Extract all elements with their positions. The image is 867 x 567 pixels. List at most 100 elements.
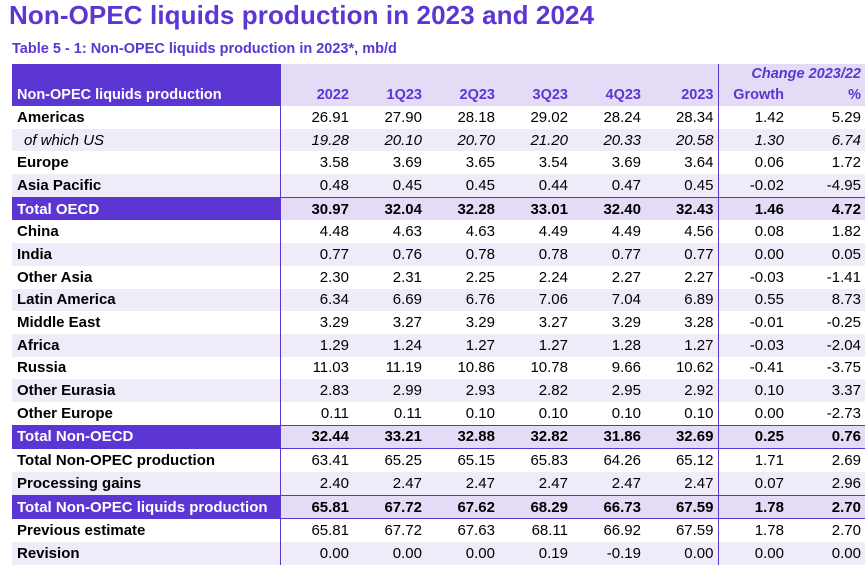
value-cell: 2.31: [392, 268, 422, 286]
value-cell: 3.27: [392, 314, 422, 332]
header-row: Non-OPEC liquids production 2022 1Q23 2Q…: [12, 84, 865, 106]
value-cell: 0.05: [788, 243, 865, 266]
value-cell: 32.40: [572, 196, 645, 221]
value-cell: 2.95: [572, 379, 645, 402]
value-cell: 65.25: [353, 448, 426, 472]
value-cell: 66.92: [572, 518, 645, 543]
value-cell: 3.29: [611, 314, 641, 332]
col-header: 2Q23: [426, 84, 499, 106]
value-cell: 66.73: [572, 494, 645, 519]
value-cell: -0.03: [718, 333, 788, 357]
table-row: Previous estimate 65.81 67.72 67.63 68.11 66.…: [12, 518, 865, 543]
value-cell: 3.58: [319, 154, 349, 172]
col-header: 3Q23: [499, 84, 572, 106]
value-cell: 0.25: [718, 424, 788, 449]
value-cell: 0.55: [718, 288, 788, 312]
row-label: Russia: [12, 356, 281, 380]
value-cell: 7.06: [499, 288, 572, 312]
value-cell: 6.76: [426, 288, 499, 312]
col-header: Growth: [718, 84, 788, 106]
value-cell: 2.47: [499, 472, 572, 496]
value-cell: 2.47: [572, 472, 645, 496]
table-row: Revision 0.00 0.00 0.00 0.19 -0.19 0.00 0.00 0.0…: [12, 542, 865, 565]
row-label: Processing gains: [12, 472, 281, 496]
value-cell: 0.08: [754, 223, 784, 241]
value-cell: 0.77: [572, 243, 645, 266]
value-cell: 3.28: [645, 311, 719, 334]
row-label: Total Non-OECD: [12, 424, 281, 449]
table-caption: Table 5 - 1: Non-OPEC liquids production…: [12, 41, 397, 57]
row-label: Other Asia: [12, 265, 281, 289]
value-cell: 3.29: [319, 314, 349, 332]
value-cell: 33.21: [353, 424, 426, 449]
value-cell: 0.00: [788, 542, 865, 565]
value-cell: 0.11: [393, 404, 422, 422]
value-cell: 67.62: [426, 494, 499, 519]
row-label: India: [12, 243, 281, 266]
value-cell: 2.47: [645, 472, 719, 496]
value-cell: 20.33: [572, 128, 645, 152]
value-cell: -0.25: [826, 314, 861, 332]
row-label: China: [12, 220, 281, 244]
header-corner: [12, 64, 281, 84]
value-cell: -0.01: [749, 314, 784, 332]
production-table: Change 2023/22 Non-OPEC liquids producti…: [12, 64, 865, 565]
row-label: Europe: [12, 151, 281, 175]
value-cell: 2.96: [788, 472, 865, 496]
total-row: Total Non-OPEC liquids production 65.81 67…: [12, 494, 865, 519]
value-cell: 6.89: [645, 288, 719, 312]
value-cell: 32.69: [645, 424, 719, 449]
value-cell: 0.10: [611, 404, 641, 422]
value-cell: 2.24: [538, 268, 568, 286]
row-label: Middle East: [12, 311, 281, 334]
value-cell: 2.27: [645, 265, 719, 289]
value-cell: 1.46: [718, 196, 788, 221]
value-cell: 0.76: [788, 424, 865, 449]
value-cell: 3.29: [465, 314, 495, 332]
value-cell: 3.69: [611, 154, 641, 172]
value-cell: 0.10: [538, 404, 568, 422]
value-cell: -0.41: [749, 359, 784, 377]
value-cell: 0.44: [499, 174, 572, 198]
total-row: Total OECD 30.97 32.04 32.28 33.01 32.40 32.43…: [12, 196, 865, 221]
value-cell: 3.37: [788, 379, 865, 402]
row-label: Total Non-OPEC production: [12, 448, 281, 472]
value-cell: 1.27: [499, 333, 572, 357]
value-cell: 2.40: [280, 472, 353, 496]
col-header: 2023: [645, 84, 719, 106]
col-header: 4Q23: [572, 84, 645, 106]
value-cell: 3.27: [538, 314, 568, 332]
value-cell: 6.34: [280, 288, 353, 312]
col-header: 1Q23: [353, 84, 426, 106]
value-cell: 2.27: [611, 268, 641, 286]
row-label: Previous estimate: [12, 518, 281, 543]
value-cell: 9.66: [611, 359, 641, 377]
total-row: Total Non-OECD 32.44 33.21 32.88 32.82 31.86 3…: [12, 424, 865, 449]
value-cell: 0.10: [718, 379, 788, 402]
value-cell: -2.04: [788, 333, 865, 357]
value-cell: 4.49: [611, 223, 641, 241]
value-cell: 1.78: [718, 494, 788, 519]
value-cell: 67.59: [645, 518, 719, 543]
table-row: Africa 1.29 1.24 1.27 1.27 1.28 1.27 -0.03 -2.04: [12, 333, 865, 357]
value-cell: 4.63: [392, 223, 422, 241]
value-cell: 1.71: [718, 448, 788, 472]
value-cell: 21.20: [499, 128, 572, 152]
value-cell: -0.02: [718, 174, 788, 198]
value-cell: 1.28: [572, 333, 645, 357]
value-cell: 3.65: [465, 154, 495, 172]
value-cell: 31.86: [572, 424, 645, 449]
value-cell: 29.02: [530, 108, 568, 126]
value-cell: 32.82: [499, 424, 572, 449]
value-cell: 11.19: [385, 359, 422, 377]
value-cell: 1.42: [754, 108, 784, 126]
value-cell: 2.93: [426, 379, 499, 402]
value-cell: 1.72: [831, 154, 861, 172]
value-cell: 2.70: [788, 518, 865, 543]
value-cell: 65.83: [499, 448, 572, 472]
header-row-top: Change 2023/22: [12, 64, 865, 84]
value-cell: 1.27: [426, 333, 499, 357]
value-cell: 0.07: [718, 472, 788, 496]
row-label: Revision: [12, 542, 281, 565]
row-label: Asia Pacific: [12, 174, 281, 198]
